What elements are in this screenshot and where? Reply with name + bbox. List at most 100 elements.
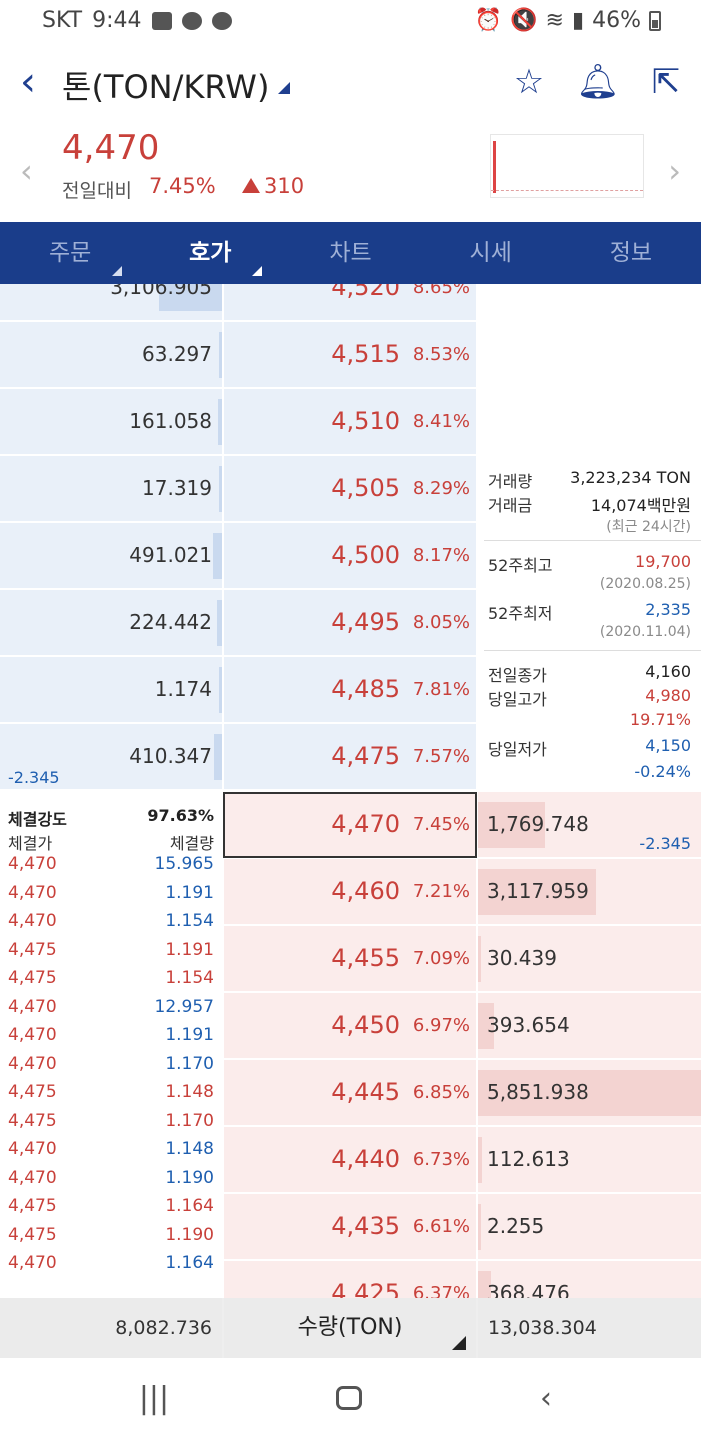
trade-qty: 1.190: [165, 1167, 214, 1188]
bid-row[interactable]: 4,460 7.21% 3,117.959: [0, 859, 701, 925]
bid-percent: 6.85%: [412, 1082, 470, 1103]
bid-price-cell[interactable]: 4,450 6.97%: [224, 993, 476, 1059]
bid-percent: 7.21%: [412, 881, 470, 902]
trade-qty: 1.164: [165, 1253, 214, 1273]
chevron-left-icon[interactable]: ‹: [20, 152, 33, 190]
bid-qty: 30.439: [487, 946, 557, 970]
ask-row[interactable]: 63.297 4,515 8.53%: [0, 322, 476, 388]
nav-back-icon[interactable]: ‹: [540, 1381, 552, 1416]
back-icon[interactable]: ‹: [20, 59, 36, 105]
ask-row[interactable]: 1.174 4,485 7.81%: [0, 657, 476, 723]
tab-quotes[interactable]: 시세: [469, 240, 512, 266]
trade-price: 4,470: [8, 911, 57, 931]
diff-percent: 7.45%: [149, 174, 216, 198]
bid-price-cell[interactable]: 4,435 6.61%: [224, 1194, 476, 1260]
ask-price-cell[interactable]: 4,495 8.05%: [224, 590, 476, 656]
ask-qty: 3,106.905: [110, 284, 212, 299]
trade-qty: 1.170: [165, 1053, 214, 1074]
bid-row[interactable]: 4,445 6.85% 5,851.938: [0, 1060, 701, 1126]
trade-row: 4,470 1.190: [0, 1168, 222, 1196]
trade-qty-header: 체결량: [169, 834, 214, 853]
trade-row: 4,470 1.191: [0, 883, 222, 911]
ask-qty: 161.058: [129, 409, 212, 433]
order-book[interactable]: 거래량 3,223,234 TON 거래금 14,074백만원 (최근 24시간…: [0, 284, 701, 1298]
ask-qty-bar: [213, 533, 222, 579]
ask-price-cell[interactable]: 4,475 7.57%: [224, 724, 476, 790]
star-icon[interactable]: ☆: [513, 62, 545, 102]
high52-value: 19,700: [635, 552, 691, 571]
ask-percent: 8.29%: [412, 478, 470, 499]
ask-qty-cell: 491.021: [0, 523, 222, 589]
ask-price-cell[interactable]: 4,510 8.41%: [224, 389, 476, 455]
trade-price: 4,470: [8, 1167, 57, 1188]
unit-selector[interactable]: 수량(TON): [224, 1298, 476, 1358]
coin-title[interactable]: 톤(TON/KRW): [62, 68, 270, 106]
ask-price-cell[interactable]: 4,505 8.29%: [224, 456, 476, 522]
bid-percent: 6.73%: [412, 1149, 470, 1170]
mini-price-chart[interactable]: [490, 134, 644, 198]
bid-percent: 6.37%: [412, 1283, 470, 1298]
prev-close-label: 전일종가: [488, 666, 547, 685]
wifi-icon: ≋: [545, 8, 564, 33]
app-header: ‹ 톤(TON/KRW) ☆ 🔔︎ ⇱: [0, 44, 701, 124]
bid-row[interactable]: 4,455 7.09% 30.439: [0, 926, 701, 992]
up-triangle-icon: [242, 178, 260, 193]
ask-qty-bar: [217, 600, 222, 646]
trade-price: 4,475: [8, 1082, 57, 1102]
ask-row[interactable]: 224.442 4,495 8.05%: [0, 590, 476, 656]
ask-price-cell[interactable]: 4,500 8.17%: [224, 523, 476, 589]
bid-row[interactable]: 4,470 7.45% 1,769.748: [0, 792, 701, 858]
ask-row[interactable]: 3,106.905 4,520 8.65%: [0, 284, 476, 321]
trade-qty: 1.148: [165, 1139, 214, 1159]
ask-qty-bar: [218, 399, 222, 445]
bid-row[interactable]: 4,450 6.97% 393.654: [0, 993, 701, 1059]
tab-info[interactable]: 정보: [609, 240, 653, 266]
amount-value: 14,074백만원: [590, 496, 691, 515]
high52-date: (2020.08.25): [599, 576, 691, 592]
ask-price: 4,485: [331, 675, 400, 703]
bid-price: 4,455: [331, 944, 400, 972]
bid-row[interactable]: 4,440 6.73% 112.613: [0, 1127, 701, 1193]
ask-row[interactable]: 17.319 4,505 8.29%: [0, 456, 476, 522]
home-icon[interactable]: [336, 1386, 362, 1410]
chevron-right-icon[interactable]: ›: [668, 152, 681, 190]
bid-price: 4,470: [331, 810, 400, 838]
ask-percent: 8.05%: [412, 612, 470, 633]
tab-orderbook[interactable]: 호가: [140, 222, 280, 284]
ask-price: 4,520: [331, 284, 400, 301]
bid-price-cell[interactable]: 4,460 7.21%: [224, 859, 476, 925]
bid-row[interactable]: 4,425 6.37% 368.476: [0, 1261, 701, 1298]
trade-price: 4,475: [8, 968, 57, 988]
trade-row: 4,475 1.164: [0, 1196, 222, 1224]
bid-price-cell[interactable]: 4,455 7.09%: [224, 926, 476, 992]
bid-price-cell[interactable]: 4,440 6.73%: [224, 1127, 476, 1193]
bell-icon[interactable]: 🔔︎: [576, 62, 620, 102]
battery-icon: [649, 10, 661, 31]
ask-qty-cell: 410.347: [0, 724, 222, 790]
chart-spike: [493, 141, 496, 193]
coin-selector-caret-icon[interactable]: [278, 82, 290, 94]
bid-price-cell[interactable]: 4,425 6.37%: [224, 1261, 476, 1298]
diff-label: 전일대비: [62, 180, 132, 202]
ask-row[interactable]: 491.021 4,500 8.17%: [0, 523, 476, 589]
bid-row[interactable]: 4,435 6.61% 2.255: [0, 1194, 701, 1260]
tab-chart[interactable]: 차트: [329, 240, 372, 266]
tab-order[interactable]: 주문: [0, 222, 140, 284]
trade-row: 4,470 1.191: [0, 1025, 222, 1053]
share-icon[interactable]: ⇱: [651, 62, 681, 102]
ask-price: 4,515: [331, 340, 400, 368]
recent-apps-icon[interactable]: |||: [138, 1381, 170, 1416]
ask-price-cell[interactable]: 4,520 8.65%: [224, 284, 476, 321]
chart-baseline: [491, 190, 643, 191]
ask-row[interactable]: 410.347 4,475 7.57%: [0, 724, 476, 790]
bid-price-cell[interactable]: 4,470 7.45%: [224, 792, 476, 858]
bid-price-cell[interactable]: 4,445 6.85%: [224, 1060, 476, 1126]
day-low-value: 4,150: [645, 736, 691, 755]
ask-price-cell[interactable]: 4,515 8.53%: [224, 322, 476, 388]
ask-price-cell[interactable]: 4,485 7.81%: [224, 657, 476, 723]
ask-qty-bar: [219, 332, 222, 378]
trade-qty: 1.190: [165, 1224, 214, 1245]
ask-row[interactable]: 161.058 4,510 8.41%: [0, 389, 476, 455]
bid-qty: 112.613: [487, 1147, 570, 1171]
price-summary: ‹ 4,470 전일대비 7.45% 310 ›: [0, 124, 701, 222]
